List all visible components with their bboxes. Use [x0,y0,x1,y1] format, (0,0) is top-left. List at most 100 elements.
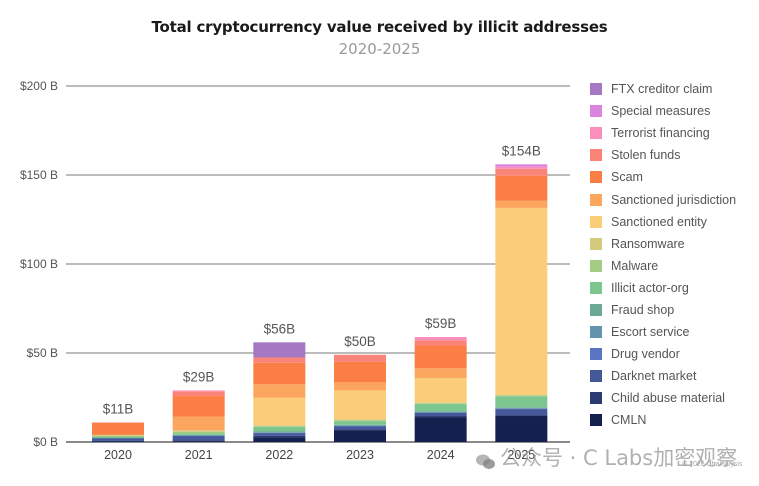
legend-swatch [590,105,602,118]
legend-item: FTX creditor claim [590,78,736,100]
bar-segment-stolen-funds [334,354,386,362]
bar-segment-escort-service [172,435,225,436]
bar-segment-ransomware [495,394,548,396]
bar-segment-scam [253,362,306,385]
legend-swatch [590,392,602,405]
x-tick-label: 2024 [427,448,455,462]
legend-item: Malware [590,255,736,277]
bar-segment-terrorist-financing [414,336,467,341]
legend-item: Fraud shop [590,299,736,321]
bar-segment-sanctioned-jurisdiction [414,368,467,378]
legend-item: CMLN [590,409,736,431]
bar-segment-sanctioned-jurisdiction [253,384,306,398]
x-tick-label: 2023 [346,448,374,462]
legend-item: Special measures [590,100,736,122]
bar-stack-2020 [92,422,144,442]
bar-segment-cmln [92,441,144,442]
legend-label: FTX creditor claim [611,82,713,97]
bar-segment-illicit-actor-org [414,404,467,412]
legend-swatch [590,303,602,316]
bar-segment-darknet-market [495,409,548,416]
legend-item: Ransomware [590,233,736,255]
bar-segment-scam [414,345,467,369]
bar-segment-child-abuse-material [253,435,306,438]
legend-label: Darknet market [611,369,697,384]
bar-segment-child-abuse-material [495,415,548,417]
bar-segment-illicit-actor-org [253,427,306,432]
bar-segment-cmln [253,437,306,442]
bar-segment-scam [495,175,548,201]
legend-label: Sanctioned entity [611,214,707,229]
y-tick-label: $100 B [20,257,58,271]
bar-segment-malware [414,403,467,405]
x-tick-label: 2025 [507,448,535,462]
x-tick-label: 2022 [265,448,293,462]
bar-segment-darknet-market [253,433,306,436]
bar-segment-illicit-actor-org [92,437,144,438]
bar-stack-2024 [414,336,467,442]
bar-segment-drug-vendor [495,408,548,410]
bar-segment-illicit-actor-org [172,433,225,435]
bar-segment-child-abuse-material [334,429,386,431]
legend-swatch [590,237,602,250]
bar-segment-stolen-funds [253,357,306,363]
chart-subtitle: 2020-2025 [338,40,421,58]
bar-segment-sanctioned-jurisdiction [495,200,548,208]
legend-item: Escort service [590,321,736,343]
chart-title: Total cryptocurrency value received by i… [151,18,608,36]
wechat-icon [476,451,496,469]
legend-label: Scam [611,170,643,185]
bar-segment-malware [92,435,144,438]
bar-segment-ransomware [172,430,225,432]
watermark-text: 公众号 · C Labs加密观察 [500,446,738,470]
legend-label: Child abuse material [611,391,725,406]
bar-segment-darknet-market [334,426,386,430]
bar-segment-fraud-shop [334,424,386,426]
bar-segment-ransomware [253,425,306,427]
bar-segment-stolen-funds [414,340,467,346]
legend-swatch [590,370,602,383]
legend-item: Drug vendor [590,343,736,365]
bar-segment-stolen-funds [495,168,548,176]
bar-segment-escort-service [334,425,386,427]
y-tick-label: $150 B [20,168,58,182]
bar-segment-child-abuse-material [92,440,144,442]
bar-segment-malware [172,431,225,434]
bar-segment-fraud-shop [414,411,467,413]
legend-swatch [590,83,602,96]
bar-segment-drug-vendor [334,425,386,427]
bar-segment-sanctioned-entity [495,207,548,395]
bar-segment-darknet-market [172,435,225,441]
bar-segment-fraud-shop [253,431,306,433]
bar-segment-drug-vendor [253,432,306,434]
legend-swatch [590,193,602,206]
legend-item: Stolen funds [590,144,736,166]
legend-label: CMLN [611,413,647,428]
bar-total-label: $11B [103,401,134,416]
legend-item: Illicit actor-org [590,277,736,299]
legend-label: Sanctioned jurisdiction [611,192,737,207]
bar-segment-sanctioned-jurisdiction [334,382,386,391]
x-tick-label: 2021 [185,448,213,462]
bar-segment-cmln [414,417,467,442]
legend-swatch [590,326,602,339]
bar-segment-malware [334,420,386,422]
y-tick-label: $50 B [27,346,58,360]
bar-segment-drug-vendor [414,412,467,413]
bar-segment-ransomware [92,434,144,436]
legend-swatch [590,281,602,294]
legend-label: Malware [611,258,659,273]
legend-label: Illicit actor-org [611,280,689,295]
bar-segment-special-measures [495,164,548,167]
bar-total-label: $50B [344,334,376,349]
bar-segment-escort-service [92,437,144,439]
bar-segment-cmln [495,416,548,442]
bar-segment-fraud-shop [495,407,548,409]
y-tick-label: $200 B [20,79,58,93]
bar-segment-fraud-shop [172,434,225,436]
legend-swatch [590,259,602,272]
bar-segment-escort-service [414,412,467,413]
bar-segment-sanctioned-entity [414,377,467,403]
bar-stack-2025 [495,164,548,442]
bar-segment-malware [495,395,548,397]
